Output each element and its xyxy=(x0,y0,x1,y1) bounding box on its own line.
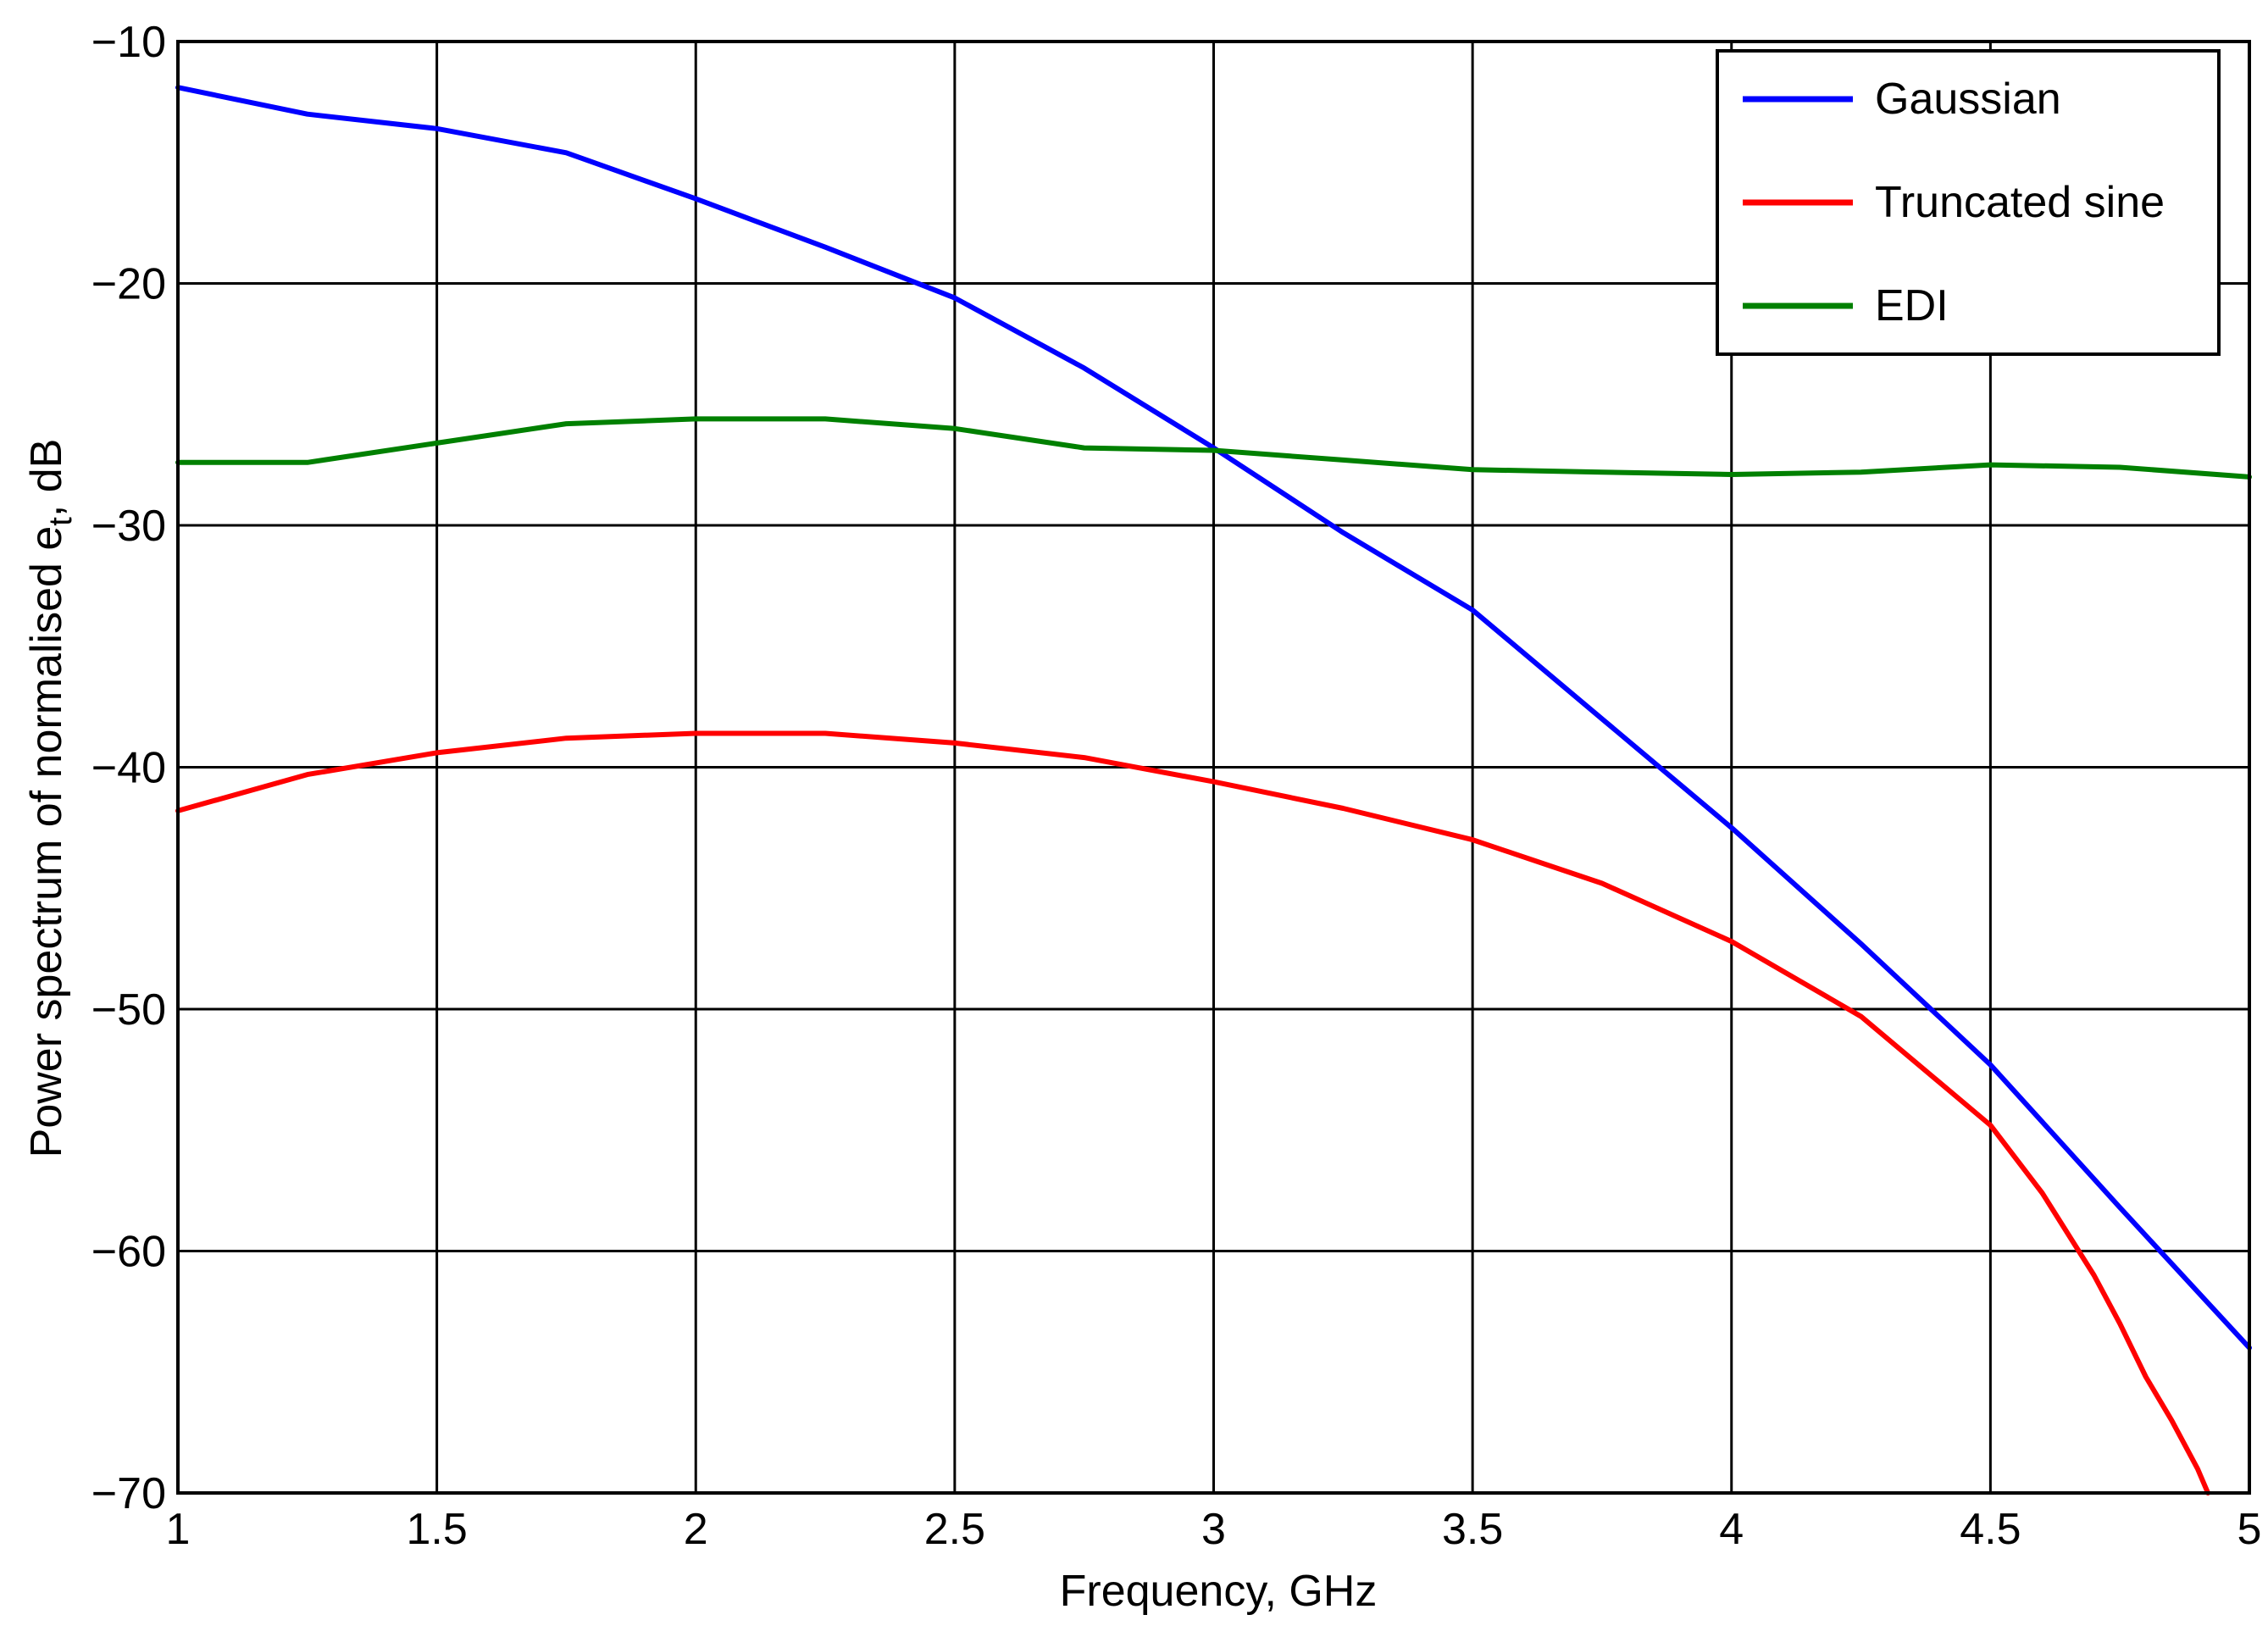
y-tick-label: −30 xyxy=(91,502,166,551)
series-line-edi xyxy=(175,416,2252,480)
legend-label-truncated-sine: Truncated sine xyxy=(1875,178,2165,227)
plot-frame xyxy=(176,40,2251,1495)
x-tick-label: 1.5 xyxy=(406,1505,467,1554)
legend-label-edi: EDI xyxy=(1875,281,1949,330)
x-tick-label: 1 xyxy=(166,1505,191,1554)
x-tick-label: 3 xyxy=(1201,1505,1226,1554)
series-lines xyxy=(175,85,2252,1495)
y-axis-label-subscript: t xyxy=(43,517,79,526)
x-tick-label: 5 xyxy=(2238,1505,2262,1554)
x-tick-label: 4.5 xyxy=(1960,1505,2021,1554)
legend-label-gaussian: Gaussian xyxy=(1875,75,2061,124)
y-axis-label-main: Power spectrum of normalised e xyxy=(22,526,71,1158)
x-axis-label: Frequency, GHz xyxy=(1060,1567,1378,1616)
series-line-truncated-sine xyxy=(175,730,2211,1495)
y-axis-label: Power spectrum of normalised et, dB xyxy=(22,439,79,1158)
y-tick-label: −50 xyxy=(91,985,166,1035)
tick-labels: 1 1.5 2 2.5 3 3.5 4 4.5 5 −70 −60 −50 −40 −30 −20 −10 xyxy=(91,18,2262,1554)
legend: Gaussian Truncated sine EDI xyxy=(1716,49,2221,356)
y-axis-label-suffix: , dB xyxy=(22,439,71,518)
x-tick-label: 4 xyxy=(1719,1505,1744,1554)
y-tick-label: −10 xyxy=(91,18,166,67)
x-tick-label: 3.5 xyxy=(1442,1505,1503,1554)
y-tick-label: −70 xyxy=(91,1469,166,1518)
y-tick-label: −20 xyxy=(91,260,166,309)
y-tick-label: −60 xyxy=(91,1228,166,1277)
y-tick-label: −40 xyxy=(91,744,166,793)
x-tick-label: 2.5 xyxy=(924,1505,985,1554)
x-tick-label: 2 xyxy=(684,1505,708,1554)
